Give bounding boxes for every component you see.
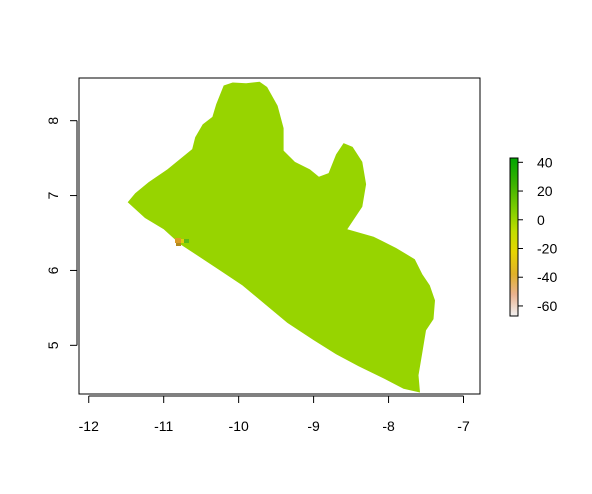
x-tick-label: -11 xyxy=(154,418,173,434)
colorbar-ticks: 40 20 0 -20 -40 -60 xyxy=(518,154,557,314)
plot-frame xyxy=(78,77,481,395)
colorbar-legend: 40 20 0 -20 -40 -60 xyxy=(509,154,557,317)
colorbar-tick-label: -60 xyxy=(537,298,557,314)
x-axis: -12 -11 -10 -9 -8 -7 xyxy=(79,395,470,434)
colorbar-tick-label: -40 xyxy=(537,269,557,285)
liberia-raster-fill xyxy=(127,81,435,393)
y-tick-label: 8 xyxy=(45,117,61,125)
colorbar-tick-label: 0 xyxy=(537,212,545,228)
x-tick-label: -7 xyxy=(457,418,470,434)
y-tick-label: 6 xyxy=(45,266,61,274)
coastal-anomaly xyxy=(175,238,189,246)
x-tick-label: -10 xyxy=(229,418,249,434)
x-tick-label: -8 xyxy=(382,418,395,434)
x-tick-label: -9 xyxy=(307,418,320,434)
y-tick-label: 7 xyxy=(45,191,61,199)
colorbar-bar xyxy=(509,157,519,317)
anomaly-yellow xyxy=(181,239,185,243)
anomaly-orange xyxy=(175,238,181,243)
anomaly-dark xyxy=(176,243,181,246)
y-axis: 5 6 7 8 xyxy=(45,117,78,349)
x-tick-label: -12 xyxy=(79,418,99,434)
anomaly-green xyxy=(184,239,189,243)
colorbar-tick-label: 40 xyxy=(537,154,553,170)
colorbar-tick-label: -20 xyxy=(537,240,557,256)
colorbar-tick-label: 20 xyxy=(537,183,553,199)
y-tick-label: 5 xyxy=(45,341,61,349)
